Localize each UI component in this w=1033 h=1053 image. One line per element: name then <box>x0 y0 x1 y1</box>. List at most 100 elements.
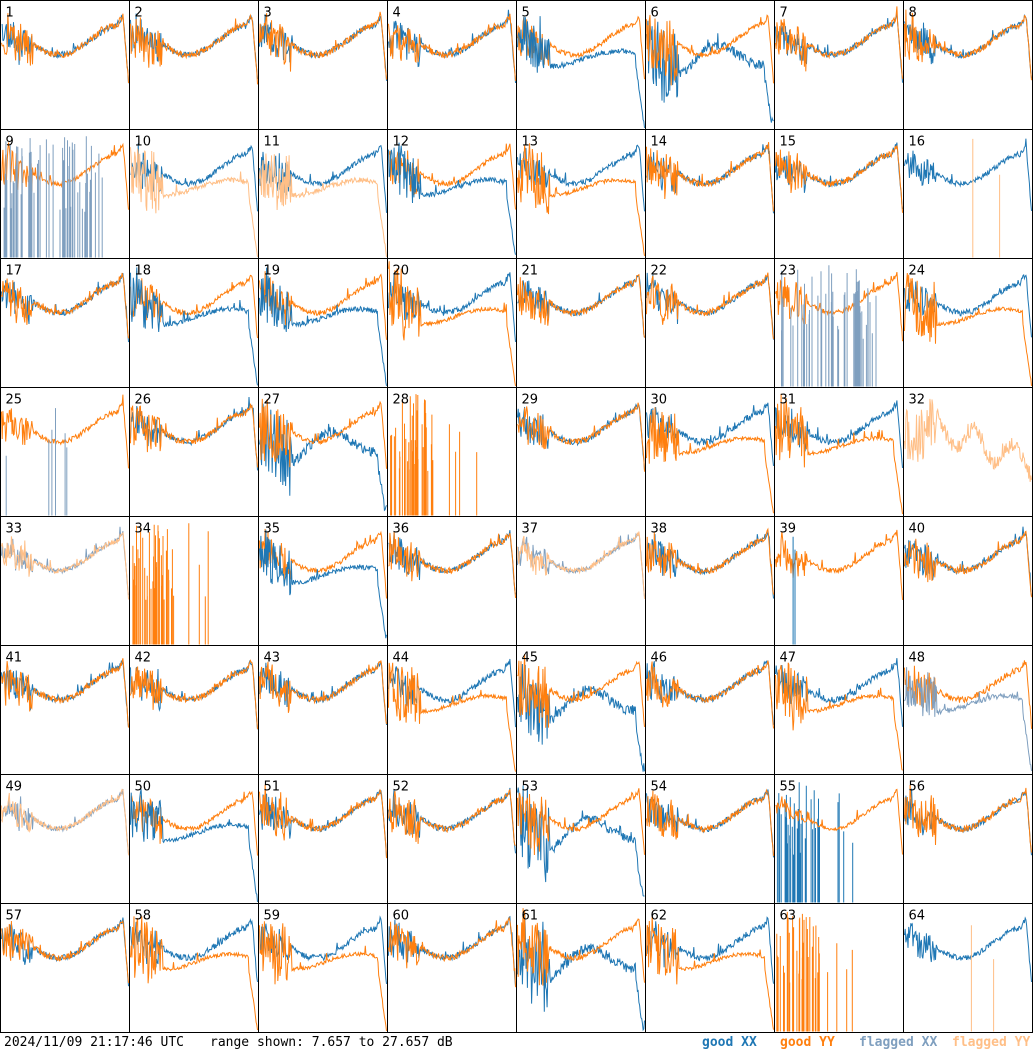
panel-30-good-yy-line <box>646 407 774 514</box>
panel-label: 44 <box>393 651 410 666</box>
panel-6-good-yy-line <box>646 14 774 86</box>
panel-62-good-xx-line <box>646 916 774 984</box>
panel-6-good-xx-line <box>646 20 774 123</box>
panel-42-good-yy-line <box>130 659 258 730</box>
panel-47-good-yy-line <box>775 662 903 771</box>
panel-62-good-yy-line <box>646 916 774 1030</box>
panel-label: 36 <box>393 522 410 537</box>
legend-flagged-yy: flagged YY <box>952 1035 1031 1050</box>
panel-58-good-xx-line <box>130 918 258 982</box>
panel-11-flagged-yy-line <box>259 153 387 257</box>
panel-label: 53 <box>522 780 539 795</box>
panel-label: 31 <box>780 393 797 408</box>
panel-label: 20 <box>393 264 410 279</box>
panel-frame <box>774 645 904 775</box>
panel-label: 12 <box>393 135 410 150</box>
panel-label: 59 <box>264 909 281 924</box>
panel-12-good-xx-line <box>388 142 516 255</box>
panel-13-good-yy-line <box>517 143 645 256</box>
panel-frame <box>516 516 646 646</box>
panel-51-good-yy-line <box>259 784 387 859</box>
panel-49-flagged-yy-line <box>1 788 129 856</box>
panel-frame <box>645 129 775 259</box>
panel-13-good-xx-line <box>517 144 645 212</box>
panel-label: 46 <box>651 651 668 666</box>
panel-label: 62 <box>651 909 668 924</box>
panel-19-good-xx-line <box>259 267 387 386</box>
panel-frame <box>129 387 259 517</box>
panel-63-good-spikes-extra <box>827 943 853 1032</box>
panel-label: 47 <box>780 651 797 666</box>
panel-29-good-yy-line <box>517 402 645 472</box>
panel-label: 38 <box>651 522 668 537</box>
panel-label: 26 <box>135 393 152 408</box>
panel-frame <box>774 516 904 646</box>
range-shown: range shown: 7.657 to 27.657 dB <box>210 1035 453 1050</box>
panel-28-good-spikes <box>390 394 434 516</box>
panel-46-good-xx-line <box>646 660 774 725</box>
panel-label: 51 <box>264 780 281 795</box>
panel-frame <box>0 0 130 130</box>
panel-21-good-xx-line <box>517 275 645 338</box>
panel-20-good-xx-line <box>388 272 516 342</box>
panel-57-good-yy-line <box>1 919 129 983</box>
panel-label: 61 <box>522 909 539 924</box>
panel-59-good-xx-line <box>259 915 387 984</box>
panel-frame <box>774 0 904 130</box>
panel-61-good-yy-line <box>517 908 645 986</box>
panel-44-good-yy-line <box>388 662 516 772</box>
panel-23-good-yy-line <box>775 271 903 342</box>
panel-16-good-xx-line <box>904 138 1032 211</box>
panel-label: 17 <box>6 264 23 279</box>
panel-label: 52 <box>393 780 410 795</box>
panel-20-good-yy-line <box>388 261 516 386</box>
panel-label: 37 <box>522 522 539 537</box>
panel-label: 57 <box>6 909 23 924</box>
footer: 2024/11/09 21:17:46 UTC range shown: 7.6… <box>0 1033 1033 1053</box>
panel-45-good-xx-line <box>517 663 645 772</box>
panel-frame <box>0 774 130 904</box>
panel-frame <box>774 387 904 517</box>
panel-54-good-yy-line <box>646 788 774 857</box>
panel-39-good-yy-line <box>775 529 903 600</box>
panel-label: 29 <box>522 393 539 408</box>
panel-frame <box>645 516 775 646</box>
panel-frame <box>129 645 259 775</box>
panel-10-flagged-yy-line <box>130 147 258 257</box>
panel-frame <box>903 774 1033 904</box>
panel-7-good-yy-line <box>775 6 903 79</box>
panel-frame <box>387 0 517 130</box>
panel-32-flagged-yy-line <box>904 398 1032 482</box>
panel-31-good-yy-line <box>775 393 903 515</box>
panel-label: 49 <box>6 780 23 795</box>
panel-23-flagged-xx-spikes <box>781 265 877 387</box>
panel-label: 22 <box>651 264 668 279</box>
panel-50-good-yy-line <box>130 790 258 856</box>
panel-56-good-yy-line <box>904 784 1032 853</box>
panel-40-good-yy-line <box>904 530 1032 598</box>
panel-label: 13 <box>522 135 539 150</box>
panel-label: 33 <box>6 522 23 537</box>
panel-label: 3 <box>264 6 272 21</box>
panel-frame <box>129 903 259 1033</box>
panel-label: 25 <box>6 393 23 408</box>
panel-label: 54 <box>651 780 668 795</box>
panel-50-good-xx-line <box>130 789 258 902</box>
panel-label: 27 <box>264 393 281 408</box>
panel-label: 8 <box>909 6 917 21</box>
panel-label: 16 <box>909 135 926 150</box>
panel-52-good-yy-line <box>388 788 516 846</box>
panel-38-good-yy-line <box>646 527 774 595</box>
panel-51-good-xx-line <box>259 789 387 858</box>
panel-frame <box>129 0 259 130</box>
panel-48-flagged-xx-line <box>904 667 1032 771</box>
panel-34-good-spikes <box>132 524 175 645</box>
panel-22-good-yy-line <box>646 272 774 340</box>
panel-64-flagged-yy-spikes <box>970 925 995 1032</box>
panel-1-good-yy-line <box>1 13 129 84</box>
panel-frame <box>129 258 259 388</box>
panel-42-good-xx-line <box>130 659 258 730</box>
panel-frame <box>387 645 517 775</box>
panel-label: 40 <box>909 522 926 537</box>
panel-label: 19 <box>264 264 281 279</box>
